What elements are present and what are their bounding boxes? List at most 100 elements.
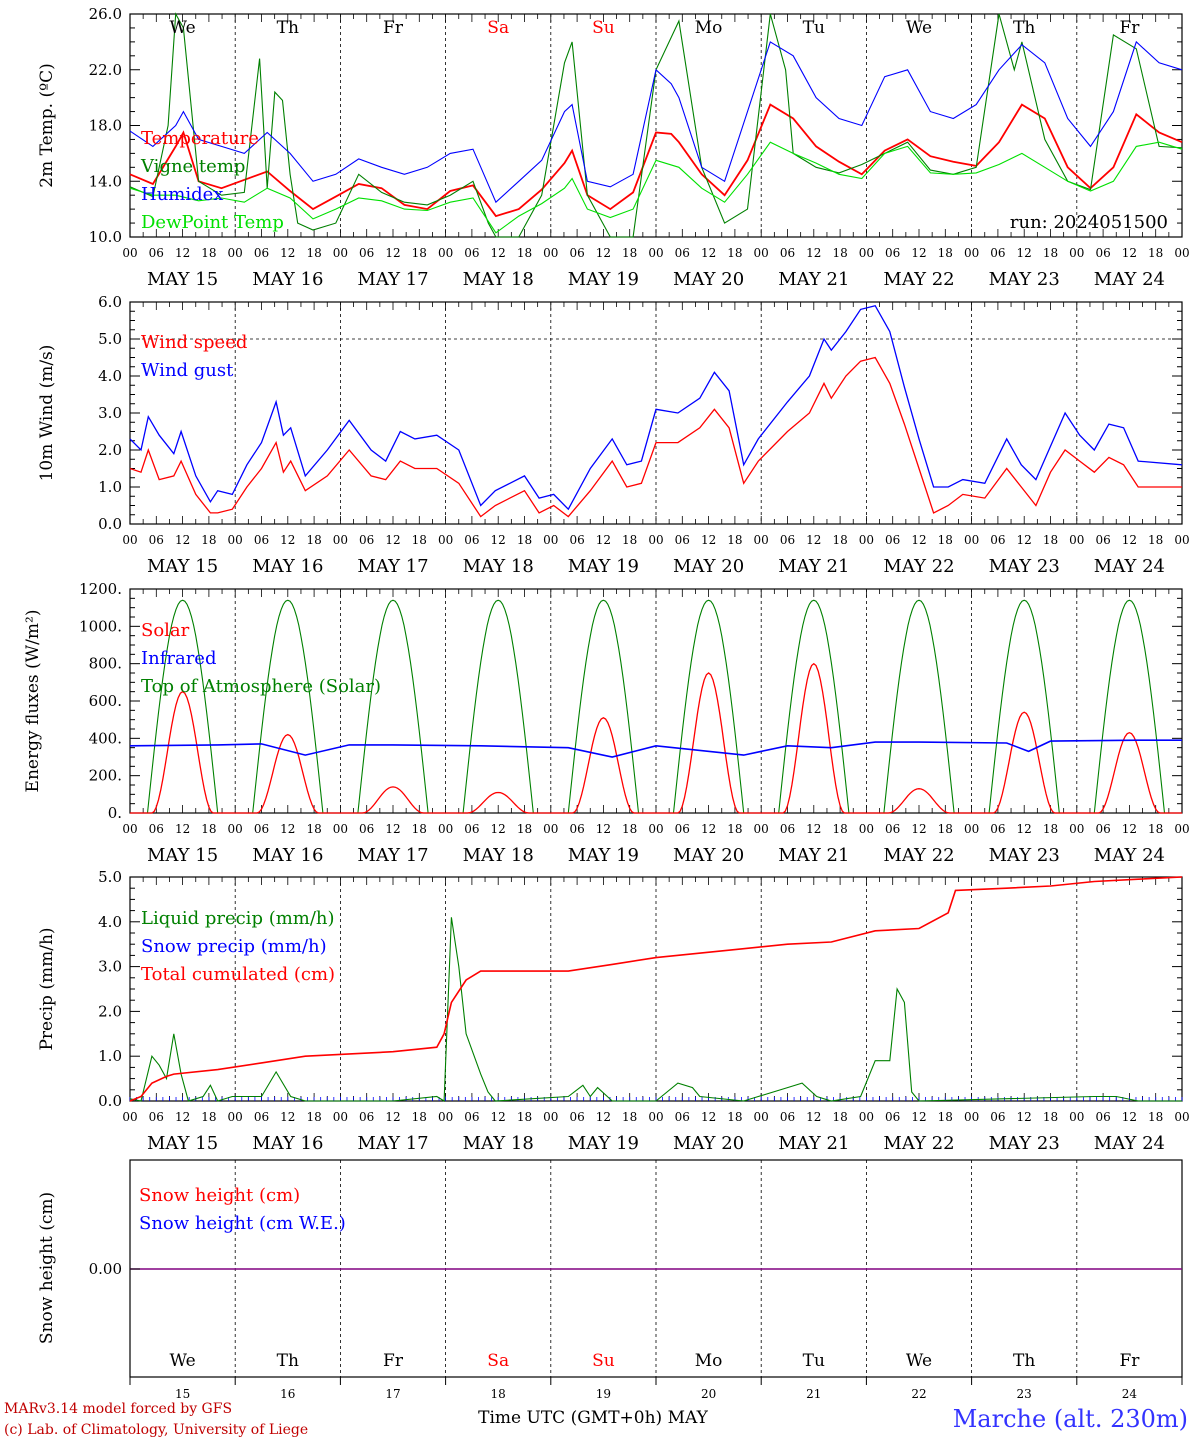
snow-legend-item: Snow height (cm W.E.): [139, 1213, 346, 1234]
date-label: MAY 22: [883, 556, 954, 577]
date-label: MAY 20: [673, 1133, 744, 1154]
hour-tick-label: 00: [754, 822, 769, 836]
hour-tick-label: 06: [675, 533, 690, 547]
solar-series-line: [130, 690, 236, 814]
temperature-legend-item: Vigne temp: [140, 156, 245, 177]
hour-tick-label: 06: [780, 246, 795, 260]
y-tick-label: 3.0: [98, 958, 122, 976]
hour-tick-label: 18: [306, 246, 321, 260]
date-label: MAY 18: [463, 1133, 534, 1154]
hour-tick-label: 06: [990, 246, 1005, 260]
top-day-label: Th: [1013, 18, 1035, 38]
hour-tick-label: 18: [306, 533, 321, 547]
hour-tick-label: 18: [412, 246, 427, 260]
y-tick-label: 800.: [89, 655, 122, 673]
day-number-label: 17: [385, 1387, 400, 1401]
hour-tick-label: 06: [569, 246, 584, 260]
y-tick-label: 400.: [89, 729, 122, 747]
hour-tick-label: 00: [333, 246, 348, 260]
date-label: MAY 18: [463, 556, 534, 577]
top-day-label: Fr: [383, 18, 404, 38]
toa-solar-arc: [672, 599, 745, 814]
toa-solar-arc: [883, 599, 955, 814]
hour-tick-label: 18: [412, 533, 427, 547]
hour-tick-label: 00: [333, 822, 348, 836]
y-tick-label: 10.0: [89, 228, 122, 246]
date-label: MAY 15: [147, 269, 218, 290]
top-day-label: Fr: [1119, 18, 1140, 38]
solar-series-line: [761, 662, 867, 814]
hour-tick-label: 06: [464, 1110, 479, 1124]
hour-tick-label: 18: [727, 1110, 742, 1124]
precip-series-line: [129, 917, 1182, 1102]
day-number-label: 21: [806, 1387, 821, 1401]
hour-tick-label: 06: [359, 533, 374, 547]
hour-tick-label: 00: [333, 533, 348, 547]
y-axis-title: Snow height (cm): [37, 1192, 57, 1344]
date-label: MAY 20: [673, 556, 744, 577]
date-label: MAY 16: [252, 269, 323, 290]
hour-tick-label: 18: [306, 1110, 321, 1124]
hour-tick-label: 12: [1122, 246, 1137, 260]
hour-tick-label: 06: [885, 533, 900, 547]
hour-tick-label: 18: [306, 822, 321, 836]
bottom-day-label: We: [170, 1351, 196, 1371]
hour-tick-label: 12: [491, 822, 506, 836]
hour-tick-label: 06: [464, 246, 479, 260]
date-label: MAY 21: [778, 845, 849, 866]
precip-legend-item: Liquid precip (mm/h): [141, 908, 335, 929]
hour-tick-label: 12: [701, 822, 716, 836]
solar-series-line: [1076, 731, 1182, 814]
bottom-day-label: We: [906, 1351, 932, 1371]
hour-tick-label: 00: [1069, 533, 1084, 547]
hour-tick-label: 18: [517, 822, 532, 836]
date-label: MAY 22: [883, 845, 954, 866]
solar-series-line: [656, 672, 762, 814]
hour-tick-label: 12: [911, 246, 926, 260]
hour-tick-label: 06: [254, 822, 269, 836]
hour-tick-label: 18: [517, 1110, 532, 1124]
top-day-label: Su: [592, 18, 615, 38]
y-tick-label: 26.0: [89, 5, 122, 23]
hour-tick-label: 12: [701, 1110, 716, 1124]
hour-tick-label: 06: [149, 533, 164, 547]
y-axis-title: Precip (mm/h): [37, 927, 57, 1050]
hour-tick-label: 00: [648, 822, 663, 836]
toa-solar-arc: [462, 599, 534, 814]
date-label: MAY 23: [989, 269, 1060, 290]
hour-tick-label: 18: [1148, 822, 1163, 836]
y-tick-label: 18.0: [89, 117, 122, 135]
hour-tick-label: 12: [911, 1110, 926, 1124]
date-label: MAY 24: [1094, 269, 1165, 290]
day-number-label: 24: [1122, 1387, 1138, 1401]
temperature-series-line: [129, 103, 1183, 218]
hour-tick-label: 18: [727, 533, 742, 547]
y-axis-title: 2m Temp. (ºC): [37, 63, 57, 188]
toa-solar-arc: [252, 599, 324, 814]
hour-tick-label: 06: [464, 533, 479, 547]
hour-tick-label: 18: [201, 533, 216, 547]
bottom-day-label: Su: [592, 1351, 615, 1371]
hour-tick-label: 00: [228, 822, 243, 836]
hour-tick-label: 12: [385, 1110, 400, 1124]
hour-tick-label: 00: [122, 1110, 137, 1124]
hour-tick-label: 00: [1174, 533, 1189, 547]
y-tick-label: 22.0: [89, 61, 122, 79]
hour-tick-label: 00: [754, 246, 769, 260]
date-label: MAY 21: [778, 269, 849, 290]
y-tick-label: 0.00: [89, 1260, 122, 1278]
bottom-day-label: Fr: [383, 1351, 404, 1371]
hour-tick-label: 06: [359, 822, 374, 836]
wind-series-line: [129, 304, 1183, 511]
temperature-series-line: [129, 141, 1183, 234]
hour-tick-label: 00: [543, 822, 558, 836]
hour-tick-label: 18: [727, 246, 742, 260]
hour-tick-label: 06: [780, 533, 795, 547]
hour-tick-label: 00: [964, 1110, 979, 1124]
y-tick-label: 1.0: [98, 1047, 122, 1065]
hour-tick-label: 00: [122, 822, 137, 836]
hour-tick-label: 12: [1122, 822, 1137, 836]
hour-tick-label: 06: [464, 822, 479, 836]
hour-tick-label: 12: [911, 822, 926, 836]
